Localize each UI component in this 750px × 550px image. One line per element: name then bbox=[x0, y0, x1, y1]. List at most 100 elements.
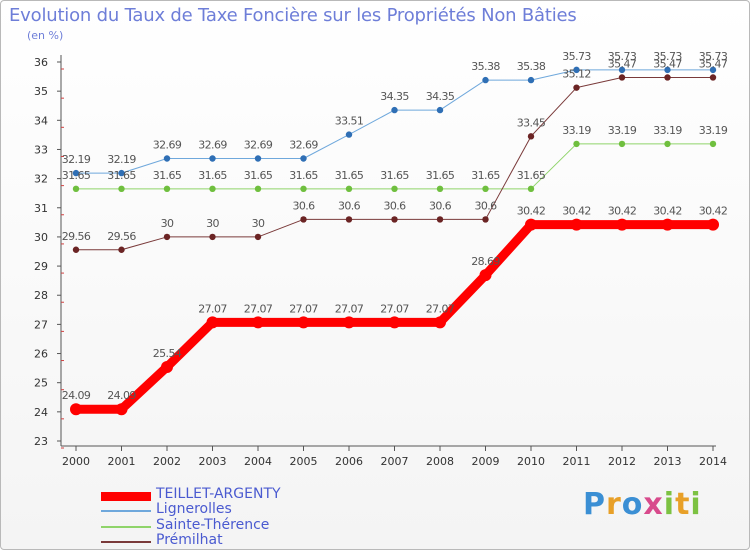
x-tick-label: 2007 bbox=[381, 455, 409, 468]
data-label-teillet-argenty: 30.42 bbox=[653, 205, 682, 218]
data-label-lignerolles: 32.69 bbox=[198, 138, 227, 151]
legend-label: Lignerolles bbox=[156, 501, 232, 517]
data-label-premilhat: 30.6 bbox=[474, 199, 497, 212]
data-label-lignerolles: 32.69 bbox=[244, 138, 273, 151]
x-tick-label: 2006 bbox=[335, 455, 363, 468]
x-tick-label: 2002 bbox=[153, 455, 181, 468]
y-tick-label: 24 bbox=[34, 406, 48, 419]
y-tick-label: 32 bbox=[34, 173, 48, 186]
data-label-lignerolles: 35.38 bbox=[471, 60, 500, 73]
data-point-teillet-argenty bbox=[570, 218, 583, 231]
y-unit-label: (en %) bbox=[27, 29, 64, 42]
x-tick-label: 2008 bbox=[426, 455, 454, 468]
x-tick-label: 2000 bbox=[62, 455, 90, 468]
data-label-premilhat: 30 bbox=[206, 217, 219, 230]
data-label-premilhat: 30 bbox=[252, 217, 265, 230]
data-point-sainte-therence bbox=[254, 185, 262, 193]
data-label-premilhat: 35.47 bbox=[653, 57, 682, 70]
data-label-sainte-therence: 33.19 bbox=[608, 124, 637, 137]
data-point-sainte-therence bbox=[163, 185, 171, 193]
data-label-premilhat: 35.12 bbox=[562, 68, 591, 81]
y-tick-label: 25 bbox=[34, 377, 48, 390]
data-label-sainte-therence: 31.65 bbox=[244, 169, 273, 182]
data-point-premilhat bbox=[664, 74, 671, 81]
data-point-lignerolles bbox=[618, 66, 626, 74]
data-label-sainte-therence: 31.65 bbox=[335, 169, 364, 182]
data-label-premilhat: 30.6 bbox=[338, 199, 361, 212]
data-label-lignerolles: 32.19 bbox=[107, 153, 136, 166]
data-label-premilhat: 35.47 bbox=[699, 57, 728, 70]
data-point-teillet-argenty bbox=[434, 316, 446, 329]
data-point-lignerolles bbox=[527, 76, 535, 84]
legend-label: Prémilhat bbox=[156, 532, 223, 548]
y-tick-label: 30 bbox=[34, 231, 48, 244]
data-point-lignerolles bbox=[209, 155, 216, 162]
data-point-sainte-therence bbox=[618, 140, 626, 148]
data-label-sainte-therence: 31.65 bbox=[198, 169, 227, 182]
data-point-teillet-argenty bbox=[707, 218, 719, 231]
data-point-premilhat bbox=[118, 246, 125, 253]
data-point-premilhat bbox=[527, 133, 535, 140]
legend-label: Sainte-Thérence bbox=[156, 517, 270, 533]
data-point-lignerolles bbox=[345, 131, 353, 138]
y-tick-label: 26 bbox=[34, 348, 48, 361]
data-point-teillet-argenty bbox=[161, 360, 173, 373]
data-point-teillet-argenty bbox=[297, 316, 310, 329]
data-label-teillet-argenty: 30.42 bbox=[517, 205, 546, 218]
x-tick-label: 2014 bbox=[699, 455, 727, 468]
data-label-teillet-argenty: 27.07 bbox=[244, 302, 273, 315]
data-label-teillet-argenty: 27.07 bbox=[426, 302, 455, 315]
data-label-teillet-argenty: 27.07 bbox=[289, 302, 318, 315]
logo-letter: x bbox=[643, 487, 664, 522]
data-label-sainte-therence: 33.19 bbox=[653, 124, 682, 137]
y-tick-label: 35 bbox=[34, 85, 48, 98]
data-point-premilhat bbox=[209, 233, 216, 241]
data-point-lignerolles bbox=[436, 106, 444, 114]
data-point-sainte-therence bbox=[436, 185, 444, 193]
data-label-teillet-argenty: 27.07 bbox=[380, 302, 409, 315]
logo-letter: r bbox=[606, 487, 622, 522]
legend-label: TEILLET-ARGENTY bbox=[156, 486, 281, 502]
data-point-premilhat bbox=[618, 74, 626, 81]
data-point-premilhat bbox=[300, 216, 307, 223]
data-label-lignerolles: 35.38 bbox=[517, 60, 546, 73]
data-label-lignerolles: 35.73 bbox=[699, 50, 728, 63]
data-point-premilhat bbox=[436, 216, 444, 223]
data-point-sainte-therence bbox=[118, 185, 125, 193]
data-label-premilhat: 30.6 bbox=[429, 199, 452, 212]
data-point-lignerolles bbox=[709, 66, 717, 74]
data-label-premilhat: 30.6 bbox=[383, 199, 406, 212]
data-label-teillet-argenty: 27.07 bbox=[198, 302, 227, 315]
legend-swatch-premilhat bbox=[101, 541, 151, 543]
logo-letter: i bbox=[663, 487, 676, 522]
data-label-teillet-argenty: 28.69 bbox=[471, 255, 500, 268]
data-point-lignerolles bbox=[163, 155, 171, 162]
data-label-premilhat: 35.47 bbox=[608, 57, 637, 70]
data-label-lignerolles: 32.69 bbox=[289, 138, 318, 151]
data-label-sainte-therence: 33.19 bbox=[699, 124, 728, 137]
data-label-teillet-argenty: 24.09 bbox=[62, 389, 91, 402]
data-label-teillet-argenty: 27.07 bbox=[335, 302, 364, 315]
data-point-lignerolles bbox=[300, 155, 307, 162]
data-point-premilhat bbox=[709, 74, 717, 81]
data-point-sainte-therence bbox=[391, 185, 398, 193]
data-point-premilhat bbox=[391, 216, 398, 223]
data-label-teillet-argenty: 30.42 bbox=[608, 205, 637, 218]
data-point-teillet-argenty bbox=[388, 316, 401, 329]
y-tick-label: 31 bbox=[34, 202, 48, 215]
data-point-teillet-argenty bbox=[661, 218, 674, 231]
x-tick-label: 2010 bbox=[517, 455, 545, 468]
data-label-sainte-therence: 31.65 bbox=[471, 169, 500, 182]
x-tick-label: 2005 bbox=[290, 455, 318, 468]
data-label-lignerolles: 35.73 bbox=[653, 50, 682, 63]
chart-title: Evolution du Taux de Taxe Foncière sur l… bbox=[9, 5, 577, 26]
data-point-lignerolles bbox=[72, 169, 80, 177]
x-tick-label: 2001 bbox=[108, 455, 136, 468]
data-label-teillet-argenty: 24.09 bbox=[107, 389, 136, 402]
data-label-lignerolles: 32.19 bbox=[62, 153, 91, 166]
data-point-teillet-argenty bbox=[616, 218, 628, 231]
data-label-lignerolles: 33.51 bbox=[335, 115, 364, 128]
data-label-lignerolles: 35.73 bbox=[562, 50, 591, 63]
legend-swatch-teillet-argenty bbox=[101, 492, 151, 501]
